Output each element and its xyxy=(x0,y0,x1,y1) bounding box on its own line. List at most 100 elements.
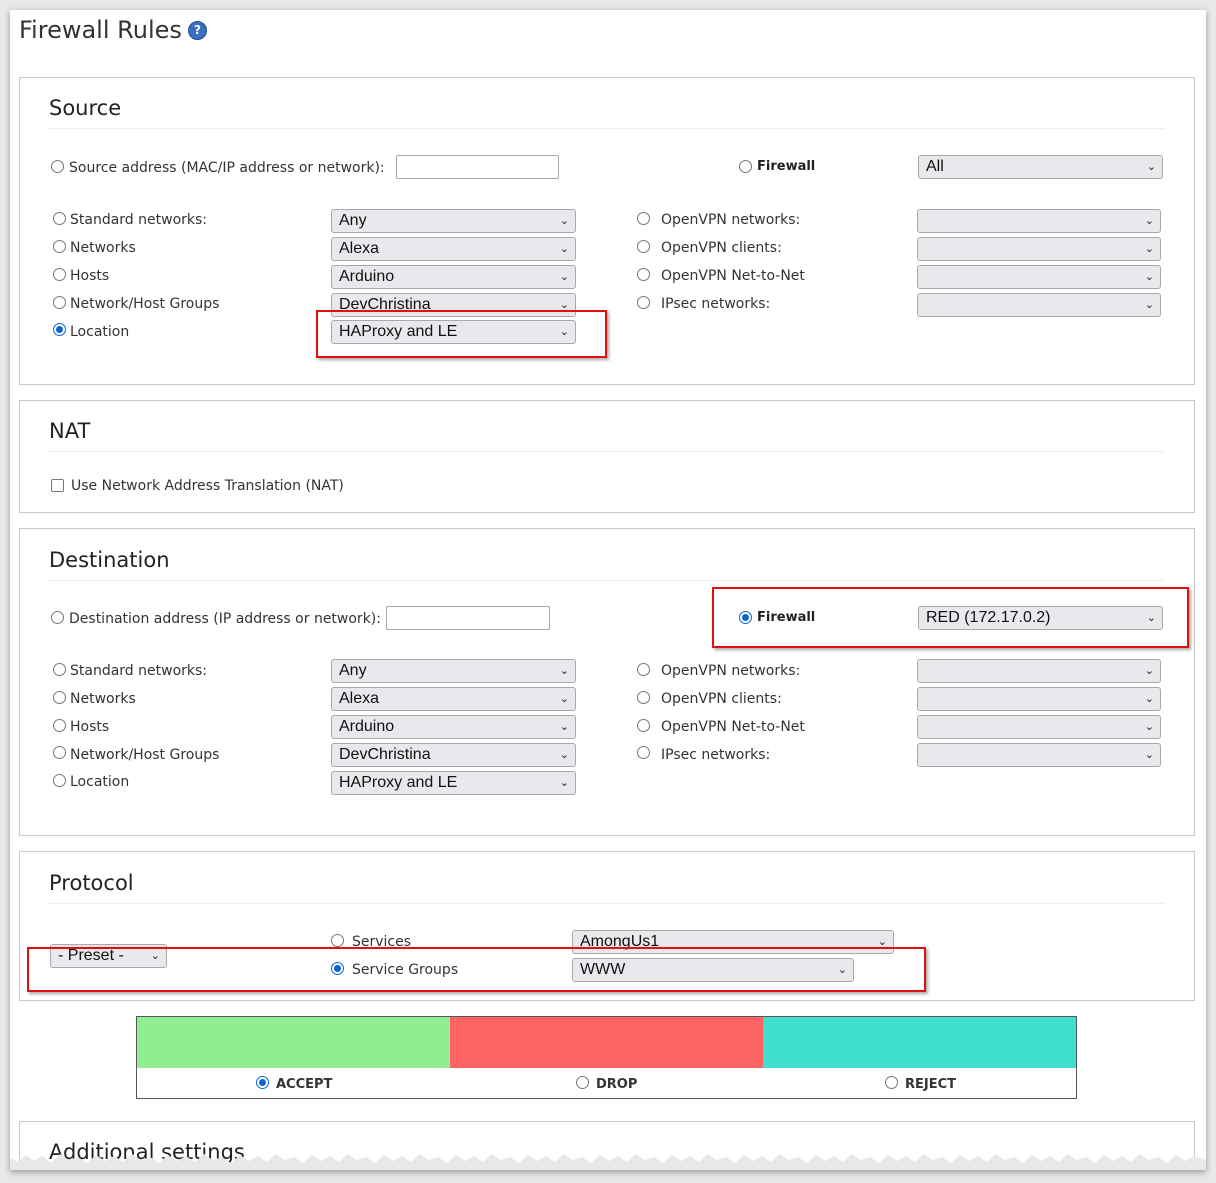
chevron-down-icon: ⌄ xyxy=(1144,720,1154,733)
divider xyxy=(49,903,1164,904)
action-selector: ACCEPT DROP REJECT xyxy=(136,1016,1077,1099)
source-openvpn-n2n-radio[interactable] xyxy=(637,268,650,281)
source-address-label: Source address (MAC/IP address or networ… xyxy=(69,160,385,176)
nat-checkbox-label: Use Network Address Translation (NAT) xyxy=(71,478,344,494)
service-groups-label: Service Groups xyxy=(352,962,459,978)
source-openvpn-networks-select[interactable]: ⌄ xyxy=(917,209,1161,233)
destination-openvpn-networks-label: OpenVPN networks: xyxy=(661,663,801,679)
destination-location-radio[interactable] xyxy=(53,774,66,787)
source-firewall-select[interactable]: All ⌄ xyxy=(918,155,1163,179)
destination-location-select[interactable]: HAProxy and LE ⌄ xyxy=(331,771,576,795)
reject-radio[interactable] xyxy=(885,1076,898,1089)
source-networks-label: Networks xyxy=(70,240,136,256)
divider xyxy=(49,580,1164,581)
destination-openvpn-networks-radio[interactable] xyxy=(637,663,650,676)
chevron-down-icon: ⌄ xyxy=(559,692,569,705)
source-openvpn-n2n-select[interactable]: ⌄ xyxy=(917,265,1161,289)
source-address-radio[interactable] xyxy=(51,160,64,173)
divider xyxy=(49,451,1164,452)
source-standard-networks-select[interactable]: Any ⌄ xyxy=(331,209,576,233)
destination-section: Destination Destination address (IP addr… xyxy=(19,528,1195,836)
source-openvpn-n2n-label: OpenVPN Net-to-Net xyxy=(661,268,805,284)
source-openvpn-networks-radio[interactable] xyxy=(637,212,650,225)
preset-select[interactable]: - Preset - ⌄ xyxy=(50,944,167,968)
accept-radio[interactable] xyxy=(256,1076,269,1089)
source-standard-networks-radio[interactable] xyxy=(53,212,66,225)
source-groups-label: Network/Host Groups xyxy=(70,296,220,312)
select-value: Any xyxy=(339,212,367,229)
destination-standard-networks-radio[interactable] xyxy=(53,663,66,676)
destination-firewall-radio[interactable] xyxy=(739,611,752,624)
source-firewall-label: Firewall xyxy=(757,159,816,174)
select-value: DevChristina xyxy=(339,746,431,763)
destination-openvpn-n2n-label: OpenVPN Net-to-Net xyxy=(661,719,805,735)
source-groups-radio[interactable] xyxy=(53,296,66,309)
destination-hosts-radio[interactable] xyxy=(53,719,66,732)
service-groups-radio[interactable] xyxy=(331,962,344,975)
select-value: Arduino xyxy=(339,718,395,735)
chevron-down-icon: ⌄ xyxy=(559,748,569,761)
destination-openvpn-clients-select[interactable]: ⌄ xyxy=(917,687,1161,711)
source-networks-radio[interactable] xyxy=(53,240,66,253)
drop-swatch[interactable] xyxy=(450,1017,763,1068)
destination-openvpn-clients-radio[interactable] xyxy=(637,691,650,704)
select-value: Alexa xyxy=(339,240,380,257)
services-radio[interactable] xyxy=(331,934,344,947)
divider xyxy=(49,128,1164,129)
destination-standard-networks-label: Standard networks: xyxy=(70,663,208,679)
destination-standard-networks-select[interactable]: Any ⌄ xyxy=(331,659,576,683)
destination-groups-select[interactable]: DevChristina ⌄ xyxy=(331,743,576,767)
source-groups-select[interactable]: DevChristina ⌄ xyxy=(331,293,576,317)
torn-edge xyxy=(10,1154,1206,1170)
destination-firewall-select[interactable]: RED (172.17.0.2) ⌄ xyxy=(918,606,1163,630)
destination-address-input[interactable] xyxy=(386,606,550,630)
select-value: Arduino xyxy=(339,268,395,285)
source-openvpn-clients-radio[interactable] xyxy=(637,240,650,253)
accept-label: ACCEPT xyxy=(276,1077,333,1092)
source-address-input[interactable] xyxy=(396,155,559,179)
destination-ipsec-networks-radio[interactable] xyxy=(637,746,650,759)
protocol-section: Protocol - Preset - ⌄ Services AmongUs1 ⌄ … xyxy=(19,851,1195,1001)
destination-openvpn-n2n-radio[interactable] xyxy=(637,719,650,732)
source-networks-select[interactable]: Alexa ⌄ xyxy=(331,237,576,261)
source-location-label: Location xyxy=(70,324,130,340)
destination-openvpn-clients-label: OpenVPN clients: xyxy=(661,691,782,707)
destination-hosts-select[interactable]: Arduino ⌄ xyxy=(331,715,576,739)
service-groups-select[interactable]: WWW ⌄ xyxy=(572,958,854,982)
select-value: HAProxy and LE xyxy=(339,323,458,340)
page-title: Firewall Rules xyxy=(19,16,182,44)
source-firewall-radio[interactable] xyxy=(739,160,752,173)
source-location-select[interactable]: HAProxy and LE ⌄ xyxy=(331,320,576,344)
nat-section: NAT Use Network Address Translation (NAT… xyxy=(19,400,1195,513)
nat-checkbox[interactable] xyxy=(51,479,64,492)
select-value: - Preset - xyxy=(58,947,124,964)
source-ipsec-networks-select[interactable]: ⌄ xyxy=(917,293,1161,317)
source-hosts-radio[interactable] xyxy=(53,268,66,281)
drop-radio[interactable] xyxy=(576,1076,589,1089)
destination-networks-radio[interactable] xyxy=(53,691,66,704)
source-ipsec-networks-label: IPsec networks: xyxy=(661,296,771,312)
chevron-down-icon: ⌄ xyxy=(559,270,569,283)
accept-swatch[interactable] xyxy=(137,1017,450,1068)
chevron-down-icon: ⌄ xyxy=(559,325,569,338)
destination-address-radio[interactable] xyxy=(51,611,64,624)
source-location-radio[interactable] xyxy=(53,323,66,336)
select-value: AmongUs1 xyxy=(580,933,660,950)
chevron-down-icon: ⌄ xyxy=(1144,298,1154,311)
chevron-down-icon: ⌄ xyxy=(559,664,569,677)
help-icon[interactable]: ? xyxy=(188,21,207,40)
destination-heading: Destination xyxy=(49,548,170,572)
services-select[interactable]: AmongUs1 ⌄ xyxy=(572,930,894,954)
destination-openvpn-networks-select[interactable]: ⌄ xyxy=(917,659,1161,683)
chevron-down-icon: ⌄ xyxy=(559,242,569,255)
reject-swatch[interactable] xyxy=(763,1017,1076,1068)
destination-ipsec-networks-select[interactable]: ⌄ xyxy=(917,743,1161,767)
source-hosts-select[interactable]: Arduino ⌄ xyxy=(331,265,576,289)
source-openvpn-clients-select[interactable]: ⌄ xyxy=(917,237,1161,261)
destination-openvpn-n2n-select[interactable]: ⌄ xyxy=(917,715,1161,739)
source-ipsec-networks-radio[interactable] xyxy=(637,296,650,309)
chevron-down-icon: ⌄ xyxy=(1144,214,1154,227)
destination-networks-label: Networks xyxy=(70,691,136,707)
destination-networks-select[interactable]: Alexa ⌄ xyxy=(331,687,576,711)
destination-groups-radio[interactable] xyxy=(53,746,66,759)
